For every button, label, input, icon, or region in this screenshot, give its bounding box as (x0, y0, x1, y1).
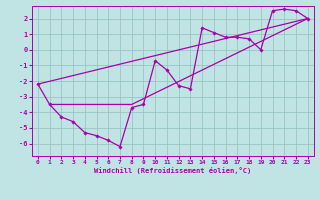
X-axis label: Windchill (Refroidissement éolien,°C): Windchill (Refroidissement éolien,°C) (94, 167, 252, 174)
